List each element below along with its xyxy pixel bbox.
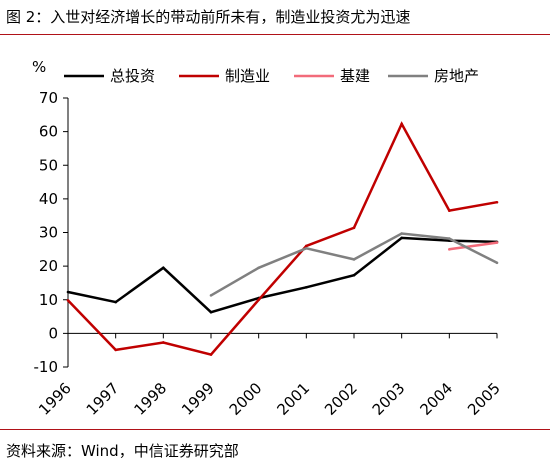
legend-label: 基建: [340, 67, 370, 85]
data-point: [400, 122, 403, 126]
y-tick-label: 10: [39, 291, 58, 309]
data-point: [162, 341, 165, 344]
data-point: [209, 294, 213, 297]
data-point: [66, 290, 70, 294]
y-tick-label: 50: [39, 156, 58, 174]
x-tick-label: 2004: [416, 379, 456, 419]
y-tick-label: 20: [39, 257, 58, 275]
data-point: [495, 200, 499, 204]
top-rule: [0, 34, 550, 35]
y-tick-label: 40: [39, 190, 58, 208]
y-tick-label: 60: [39, 123, 58, 141]
data-point: [352, 258, 356, 261]
data-point: [448, 237, 451, 240]
x-tick-label: 1997: [83, 379, 123, 419]
x-tick-label: 2002: [321, 379, 361, 419]
y-tick-label: 70: [39, 89, 58, 107]
x-tick-label: 2000: [226, 379, 266, 419]
data-point: [352, 273, 356, 277]
bottom-rule: [0, 429, 550, 430]
data-point: [114, 300, 117, 304]
data-point: [162, 266, 165, 270]
x-tick-label: 1999: [178, 379, 218, 419]
x-tick-label: 2003: [369, 379, 409, 419]
y-tick-label: -10: [34, 358, 59, 376]
source-note: 资料来源：Wind，中信证券研究部: [6, 442, 239, 460]
data-point: [400, 232, 403, 235]
legend-label: 制造业: [225, 67, 270, 85]
data-point: [209, 310, 213, 314]
data-point: [114, 348, 117, 352]
data-point: [66, 299, 70, 302]
legend: 总投资 制造业 基建 房地产: [64, 67, 479, 85]
data-point: [305, 247, 308, 250]
chart-title: 图 2：入世对经济增长的带动前所未有，制造业投资尤为迅速: [6, 8, 411, 26]
data-point: [495, 261, 499, 265]
x-tick-label: 2005: [464, 379, 504, 419]
data-point: [257, 298, 260, 302]
x-tick-label: 1998: [130, 379, 170, 419]
y-tick-label: 0: [48, 324, 58, 342]
data-point: [400, 236, 403, 240]
series-line-0: [67, 236, 498, 314]
y-axis-unit: %: [32, 58, 46, 76]
legend-label: 总投资: [110, 67, 155, 85]
data-point: [257, 266, 260, 270]
data-point: [352, 226, 356, 230]
data-point: [495, 241, 499, 244]
series-line-2: [449, 241, 498, 251]
data-point: [305, 286, 308, 289]
data-point: [209, 353, 213, 356]
x-tick-label: 1996: [35, 379, 75, 419]
data-point: [305, 244, 308, 248]
legend-label: 房地产: [434, 67, 479, 85]
y-tick-label: 30: [39, 224, 58, 242]
series-line-3: [210, 232, 498, 297]
data-point: [448, 248, 451, 251]
data-point: [448, 209, 451, 212]
series-line-1: [67, 121, 498, 357]
x-tick-label: 2001: [273, 379, 313, 419]
series-lines: [66, 121, 499, 357]
